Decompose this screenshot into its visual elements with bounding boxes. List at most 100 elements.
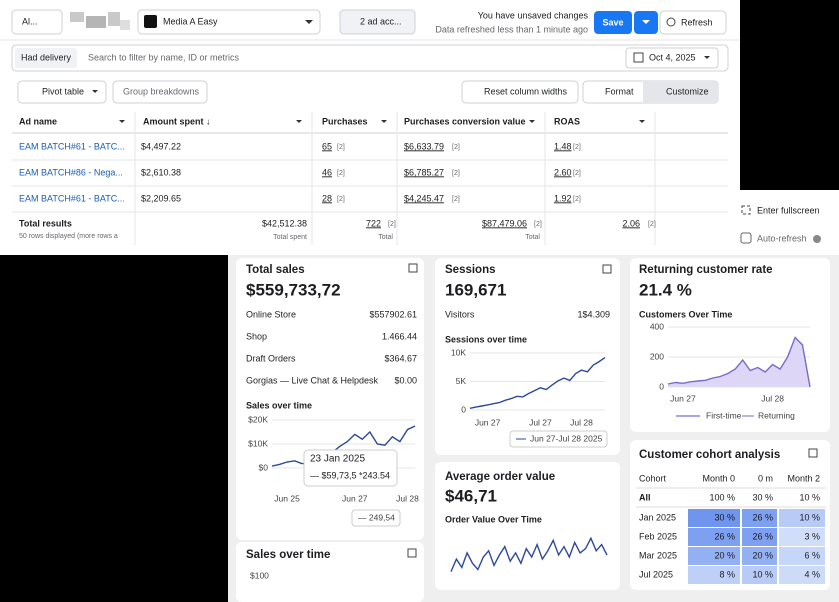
- column-header: Purchases: [322, 116, 368, 126]
- group-button[interactable]: [112, 80, 208, 104]
- cell: 46: [322, 167, 332, 177]
- x-tick-label: Jul 28: [570, 417, 593, 427]
- line: [667, 336, 811, 388]
- cell: 1.48: [554, 141, 572, 151]
- auto-refresh-text[interactable]: Auto-refresh: [757, 233, 807, 243]
- x-tick-label: Jun 27: [475, 417, 501, 427]
- back-button[interactable]: [11, 9, 63, 35]
- y-tick-label: $0: [259, 462, 269, 472]
- cohort-header: Month 2: [787, 473, 820, 483]
- note: [2]: [388, 221, 396, 228]
- filter-bar[interactable]: [11, 44, 729, 72]
- note: [2]: [534, 221, 542, 228]
- line: [469, 357, 606, 409]
- cohort-header: 0 m: [758, 473, 773, 483]
- x-tick-label: Jun 27: [342, 493, 368, 503]
- cohort-cell: [688, 528, 740, 546]
- cell: 2.60: [554, 167, 572, 177]
- caret: [92, 90, 98, 93]
- ads-table: Ad name Amount spent ↓ Purchases Purchases …: [12, 112, 728, 245]
- date-text[interactable]: Oct 4, 2025: [649, 52, 696, 62]
- reset-button[interactable]: [461, 80, 579, 104]
- cohort-label: All: [639, 492, 651, 502]
- y-tick-label: 200: [650, 351, 664, 361]
- fullscreen-icon: [741, 205, 751, 215]
- column-header: Ad name: [19, 116, 57, 126]
- card-icons: [407, 263, 818, 558]
- back-text[interactable]: Al...: [22, 16, 38, 26]
- tooltip-value: — $59,73,5 *243.54: [310, 470, 390, 480]
- calendar-icon: [633, 52, 644, 63]
- note: [2]: [452, 144, 460, 151]
- cohort-value: 10 %: [752, 569, 773, 579]
- ads-panel: [0, 0, 740, 255]
- format-text[interactable]: Format: [605, 86, 634, 96]
- column-header: ROAS: [554, 116, 580, 126]
- column-header: Amount spent ↓: [143, 116, 211, 126]
- cohort-header: Cohort: [639, 473, 667, 483]
- customize-active[interactable]: [643, 82, 717, 102]
- returning-chart: 400 200 0 Jun 27 Jul 28: [650, 321, 811, 403]
- search-placeholder[interactable]: Search to filter by name, ID or metrics: [88, 52, 240, 62]
- auto-refresh-checkbox[interactable]: [740, 232, 752, 244]
- pivot-button[interactable]: [17, 80, 107, 104]
- reset-text[interactable]: Reset column widths: [484, 86, 568, 96]
- group-text[interactable]: Group breakdowns: [123, 86, 200, 96]
- y-tick-label: 0: [461, 404, 466, 414]
- aov-card: [435, 462, 620, 590]
- fullscreen-text[interactable]: Enter fullscreen: [757, 205, 820, 215]
- cohort-value: 10 %: [799, 512, 820, 522]
- side-panel: [728, 190, 839, 255]
- total-roas: 2.06: [622, 218, 640, 228]
- save-text[interactable]: Save: [602, 17, 623, 27]
- caret: [296, 120, 302, 123]
- visitors-value: 1$4.309: [577, 309, 610, 319]
- refresh-icon: [666, 17, 676, 27]
- card-value: 169,671: [445, 280, 506, 299]
- cohort-label: Jul 2025: [639, 569, 673, 579]
- tooltip-date: 23 Jan 2025: [310, 454, 365, 465]
- cell: 65: [322, 141, 332, 151]
- sales-breakdown: Online Store $557902.61 Shop 1.466.44 Draft …: [246, 309, 417, 385]
- x-tick-label: Jun 25: [274, 493, 300, 503]
- account-name[interactable]: Media A Easy: [163, 16, 218, 26]
- save-button[interactable]: [594, 11, 632, 34]
- cohort-cell: [742, 528, 777, 546]
- cell: $2,610.38: [141, 167, 181, 177]
- filter-chip[interactable]: [15, 48, 77, 68]
- filter-chip-text[interactable]: Had delivery: [21, 52, 72, 62]
- legend-text: — 249,54: [358, 512, 395, 522]
- ad-name-link[interactable]: EAM BATCH#61 - BATC...: [19, 193, 125, 203]
- cohort-value: 30 %: [752, 492, 773, 502]
- chart-title: Sessions over time: [445, 334, 527, 344]
- pivot-text[interactable]: Pivot table: [42, 86, 84, 96]
- card-title: Sessions: [445, 264, 496, 276]
- ad-accounts-text[interactable]: 2 ad acc...: [360, 16, 402, 26]
- card-title: Returning customer rate: [639, 264, 773, 276]
- caret: [119, 120, 125, 123]
- legend-text: Jun 27-Jul 28 2025: [530, 433, 603, 443]
- cell: 28: [322, 193, 332, 203]
- date-button[interactable]: [625, 47, 719, 69]
- x-tick-label: Jun 27: [670, 393, 696, 403]
- account-select[interactable]: [137, 9, 321, 35]
- refresh-text[interactable]: Refresh: [681, 17, 713, 27]
- row-label: Shop: [246, 331, 267, 341]
- row-label: Gorgias — Live Chat & Helpdesk: [246, 375, 379, 385]
- row-value: $0.00: [394, 375, 417, 385]
- column-header: Purchases conversion value: [404, 116, 526, 126]
- ad-name-link[interactable]: EAM BATCH#61 - BATC...: [19, 141, 125, 151]
- y-tick-label: $10K: [248, 438, 268, 448]
- cell: $4,245.47: [404, 193, 444, 203]
- row-value: $364.67: [384, 353, 417, 363]
- customize-text[interactable]: Customize: [666, 86, 709, 96]
- area: [668, 337, 810, 387]
- row-label: Draft Orders: [246, 353, 296, 363]
- refresh-button[interactable]: [659, 10, 727, 35]
- cohort-value: 4 %: [804, 569, 820, 579]
- ad-accounts-button[interactable]: [339, 9, 416, 35]
- ad-name-link[interactable]: EAM BATCH#86 - Nega...: [19, 167, 123, 177]
- card-value: 21.4 %: [639, 280, 692, 299]
- legend-text: First-time: [706, 410, 742, 420]
- returning-card: [630, 258, 830, 432]
